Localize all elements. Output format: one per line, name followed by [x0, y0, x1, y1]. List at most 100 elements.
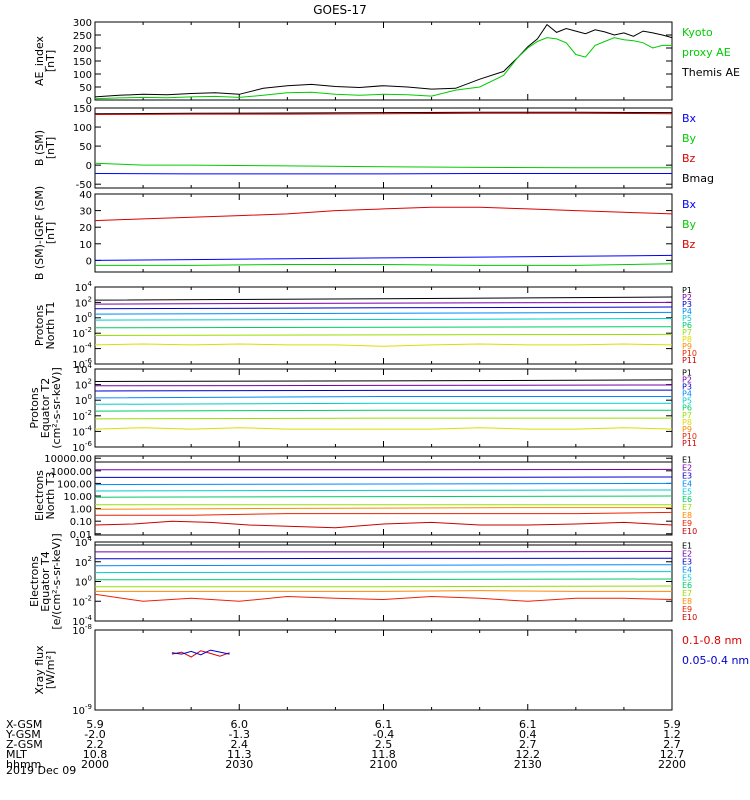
- legend-entry: By: [682, 132, 697, 145]
- y-axis-label: [nT]: [44, 137, 57, 159]
- y-tick-label: 104: [75, 362, 93, 376]
- panel-bsm: -50 0 50 100 150 B (SM)[nT] Bx By Bz Bmag: [33, 104, 714, 191]
- legend-entry: P9: [682, 342, 692, 351]
- y-tick-label: 102: [75, 378, 92, 392]
- y-tick-label: 0: [86, 96, 92, 107]
- y-tick-label: 50: [79, 83, 92, 94]
- legend-entry: P8: [682, 418, 692, 427]
- coord-value: 2.2: [86, 738, 104, 751]
- coord-value: 12.7: [660, 748, 685, 761]
- coord-value: 2100: [370, 758, 398, 771]
- series-line: [94, 593, 673, 602]
- legend-entry: E6: [682, 581, 692, 590]
- coord-value: 11.8: [371, 748, 396, 761]
- series-line: [95, 263, 673, 266]
- coord-value: 2030: [225, 758, 253, 771]
- legend-entry: P7: [682, 328, 692, 337]
- coord-value: -2.0: [84, 728, 105, 741]
- legend-entry: P1: [682, 368, 692, 377]
- panels-group: 050100150200250300AE_index[nT]Kyotoproxy…: [28, 18, 749, 717]
- y-tick-label: 100: [75, 311, 92, 325]
- y-tick-label: 104: [75, 535, 93, 549]
- series-line: [94, 206, 673, 222]
- legend-entry: E7: [682, 589, 692, 598]
- legend-entry: E1: [682, 456, 692, 465]
- series-line: [94, 379, 673, 382]
- y-tick-label: 150: [73, 57, 92, 68]
- y-axis-label: Electrons: [28, 556, 41, 607]
- plot-title: GOES-17: [313, 3, 367, 17]
- panel-frame: [94, 107, 673, 189]
- coord-row-label: Z-GSM: [6, 738, 43, 751]
- y-axis-label: [nT]: [44, 222, 57, 244]
- series-line: [171, 650, 230, 658]
- panel-frame: [94, 629, 673, 711]
- coord-value: 1.2: [663, 728, 681, 741]
- legend-entry: E4: [682, 479, 692, 488]
- panel-frame: [94, 193, 673, 273]
- series-line: [94, 489, 673, 492]
- y-tick-label: 102: [75, 555, 92, 569]
- legend-entry: P3: [682, 300, 692, 309]
- legend-entry: P1: [682, 286, 692, 295]
- y-tick-label: 20: [79, 223, 92, 234]
- legend-entry: P10: [682, 349, 697, 358]
- y-tick-label: 1.00: [70, 505, 92, 516]
- coord-value: 2000: [81, 758, 109, 771]
- legend-entry: P4: [682, 307, 692, 316]
- panel-xray: 10-9 10-8 Xray flux[W/m²] 0.1-0.8 nm 0.05-0.…: [33, 623, 749, 717]
- legend-entry: P9: [682, 425, 692, 434]
- y-tick-label: 10-9: [72, 703, 92, 717]
- series-line: [94, 112, 673, 115]
- y-axis-label: Protons: [28, 387, 41, 428]
- y-tick-label: 1000.00: [51, 467, 92, 478]
- legend-entry: Bz: [682, 152, 696, 165]
- series-line: [94, 162, 672, 169]
- legend-entry: E5: [682, 487, 692, 496]
- legend-entry: 0.05-0.4 nm: [682, 654, 749, 667]
- coord-value: 2.7: [663, 738, 681, 751]
- legend-entry: P6: [682, 321, 692, 330]
- series-line: [94, 333, 673, 336]
- legend-entry: Themis AE: [681, 66, 740, 79]
- legend-entry: Bx: [682, 112, 697, 125]
- coord-value: 6.0: [231, 718, 249, 731]
- y-axis-label: [e/(cm²-s-sr-keV)]: [50, 533, 63, 629]
- legend-entry: E1: [682, 542, 692, 551]
- y-tick-label: 10.00: [63, 492, 92, 503]
- legend-entry: E6: [682, 495, 692, 504]
- series-line: [94, 495, 673, 498]
- legend-entry: E2: [682, 550, 692, 559]
- y-tick-label: 40: [79, 190, 92, 201]
- series-line: [94, 306, 673, 310]
- series-line: [94, 564, 673, 567]
- panel-bdiff: 0 10 20 30 40 B (SM)-IGRF (SM)[nT] Bx By Bz: [33, 186, 697, 280]
- series-line: [94, 578, 673, 581]
- legend-entry: E3: [682, 472, 692, 481]
- y-axis-label: Xray flux: [33, 645, 46, 695]
- series-line: [94, 254, 673, 261]
- series-line: [94, 37, 672, 100]
- y-axis-label: Equator T4: [39, 551, 52, 611]
- series-line: [94, 427, 673, 430]
- legend-entry: E10: [682, 613, 697, 622]
- y-axis-label: [nT]: [44, 50, 57, 72]
- panel-frame: [94, 541, 673, 622]
- legend-entry: Bz: [682, 238, 696, 251]
- series-line: [95, 585, 673, 588]
- y-tick-label: 10-2: [72, 326, 92, 340]
- coord-value: 11.3: [227, 748, 252, 761]
- legend-entry: E5: [682, 573, 692, 582]
- series-line: [94, 326, 673, 329]
- legend-entry: E7: [682, 503, 692, 512]
- legend-entry: P7: [682, 411, 692, 420]
- legend-entry: P2: [682, 375, 692, 384]
- legend-entry: E4: [682, 565, 692, 574]
- y-tick-label: 10-6: [72, 440, 92, 454]
- legend-entry: Bmag: [682, 172, 714, 185]
- legend-entry: By: [682, 218, 697, 231]
- coord-value: 0.4: [519, 728, 537, 741]
- series-line: [94, 296, 673, 301]
